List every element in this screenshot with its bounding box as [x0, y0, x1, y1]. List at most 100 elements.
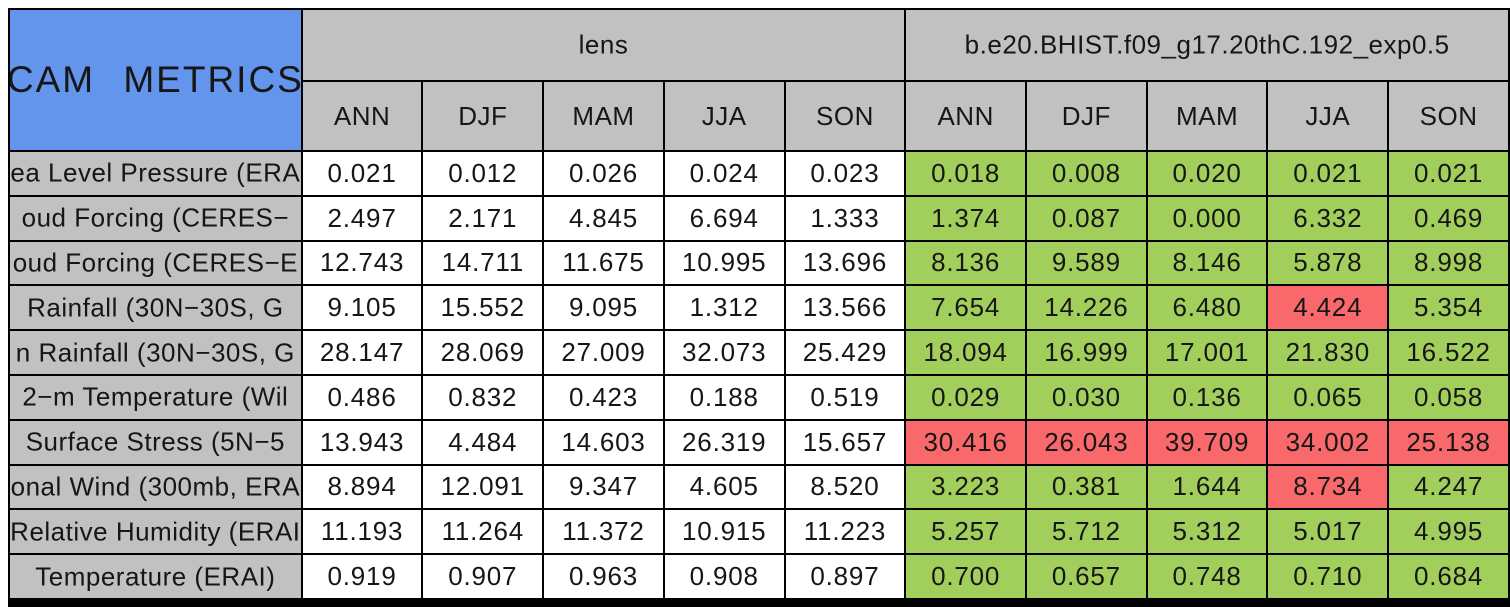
- metric-row: ea Level Pressure (ERA 0.021 0.012 0.026 0.0…: [8, 150, 1510, 197]
- experiment-value-cell: 5.312: [1145, 508, 1269, 556]
- experiment-value-cell: 25.138: [1387, 418, 1510, 466]
- lens-value-cell: 8.520: [783, 463, 907, 511]
- lens-value-cell: 28.147: [300, 329, 424, 376]
- metric-row-label-cell: 2−m Temperature (Wil: [8, 373, 303, 421]
- experiment-value-cell: 1.374: [904, 194, 1028, 242]
- metric-row: onal Wind (300mb, ERA 8.894 12.091 9.347 4.6…: [8, 463, 1510, 511]
- experiment-value-cell: 21.830: [1266, 329, 1390, 376]
- lens-value-cell: 0.832: [421, 373, 545, 421]
- lens-value-cell: 0.897: [783, 553, 907, 600]
- lens-value-cell: 13.943: [300, 418, 424, 466]
- experiment-value-cell: 39.709: [1145, 418, 1269, 466]
- experiment-value-cell: 8.136: [904, 239, 1028, 287]
- experiment-value-cell: 34.002: [1266, 418, 1390, 466]
- lens-value-cell: 27.009: [542, 329, 665, 376]
- metric-row-label: ea Level Pressure (ERA: [10, 157, 301, 188]
- metric-row-label: onal Wind (300mb, ERA: [10, 471, 301, 502]
- lens-value-cell: 0.024: [662, 150, 786, 197]
- lens-value-cell: 0.907: [421, 553, 545, 600]
- lens-value-cell: 15.657: [783, 418, 907, 466]
- lens-value-cell: 0.423: [542, 373, 665, 421]
- lens-value-cell: 2.497: [300, 194, 424, 242]
- experiment-value-cell: 0.021: [1387, 150, 1510, 197]
- season-header-exp-jja: JJA: [1266, 80, 1390, 152]
- metric-row-label: 2−m Temperature (Wil: [22, 381, 289, 412]
- lens-value-cell: 25.429: [783, 329, 907, 376]
- experiment-value-cell: 18.094: [904, 329, 1028, 376]
- season-header-lens-son: SON: [783, 80, 907, 152]
- experiment-value-cell: 6.332: [1266, 194, 1390, 242]
- lens-value-cell: 26.319: [662, 418, 786, 466]
- metric-row: oud Forcing (CERES− 2.497 2.171 4.845 6.694 1…: [8, 194, 1510, 242]
- lens-value-cell: 10.915: [662, 508, 786, 556]
- experiment-value-cell: 0.030: [1025, 373, 1148, 421]
- season-header-row: ANN DJF MAM JJA SON ANN DJF MAM JJA SON: [9, 80, 1510, 152]
- lens-value-cell: 11.223: [783, 508, 907, 556]
- lens-value-cell: 12.091: [421, 463, 545, 511]
- lens-value-cell: 0.023: [783, 150, 907, 197]
- metric-row-label: Relative Humidity (ERAI: [10, 516, 301, 547]
- lens-value-cell: 0.012: [421, 150, 545, 197]
- experiment-value-cell: 8.998: [1387, 239, 1510, 287]
- metric-row-label: Surface Stress (5N−5: [25, 426, 285, 457]
- lens-value-cell: 0.963: [542, 553, 665, 600]
- experiment-value-cell: 6.480: [1145, 284, 1269, 332]
- lens-value-cell: 32.073: [662, 329, 786, 376]
- experiment-value-cell: 30.416: [904, 418, 1028, 466]
- metric-row-label-cell: Rainfall (30N−30S, G: [8, 284, 303, 332]
- experiment-value-cell: 8.734: [1266, 463, 1390, 511]
- lens-value-cell: 0.026: [542, 150, 665, 197]
- lens-value-cell: 0.021: [300, 150, 424, 197]
- season-header-exp-ann: ANN: [904, 80, 1028, 152]
- experiment-value-cell: 16.999: [1025, 329, 1148, 376]
- lens-value-cell: 4.845: [542, 194, 665, 242]
- metric-row-label-cell: onal Wind (300mb, ERA: [8, 463, 303, 511]
- experiment-value-cell: 4.247: [1387, 463, 1510, 511]
- experiment-value-cell: 0.000: [1145, 194, 1269, 242]
- lens-value-cell: 14.603: [542, 418, 665, 466]
- metric-row-label-cell: Temperature (ERAI): [8, 553, 303, 600]
- experiment-value-cell: 0.029: [904, 373, 1028, 421]
- experiment-value-cell: 0.021: [1266, 150, 1390, 197]
- lens-value-cell: 12.743: [300, 239, 424, 287]
- lens-value-cell: 8.894: [300, 463, 424, 511]
- lens-value-cell: 1.333: [783, 194, 907, 242]
- experiment-value-cell: 4.995: [1387, 508, 1510, 556]
- group-label-lens: lens: [578, 29, 629, 60]
- experiment-value-cell: 4.424: [1266, 284, 1390, 332]
- experiment-value-cell: 0.748: [1145, 553, 1269, 600]
- corner-title-cell: CAM METRICS: [8, 8, 303, 152]
- metric-row: Surface Stress (5N−5 13.943 4.484 14.603 26.…: [8, 418, 1510, 466]
- table-body: ea Level Pressure (ERA 0.021 0.012 0.026 0.0…: [8, 150, 1510, 600]
- cam-metrics-table: CAM METRICS lens b.e20.BHIST.f09_g17.20t…: [8, 8, 1510, 600]
- metric-row: Temperature (ERAI) 0.919 0.907 0.963 0.908 0.…: [8, 553, 1510, 600]
- metric-row-label: n Rainfall (30N−30S, G: [15, 337, 295, 368]
- lens-value-cell: 0.188: [662, 373, 786, 421]
- metric-row-label-cell: oud Forcing (CERES−E: [8, 239, 303, 287]
- metric-row-label: Temperature (ERAI): [35, 561, 276, 592]
- experiment-value-cell: 1.644: [1145, 463, 1269, 511]
- metric-row-label: oud Forcing (CERES−E: [12, 247, 298, 278]
- group-header-experiment: b.e20.BHIST.f09_g17.20thC.192_exp0.5: [904, 8, 1510, 82]
- experiment-value-cell: 5.017: [1266, 508, 1390, 556]
- lens-value-cell: 2.171: [421, 194, 545, 242]
- lens-value-cell: 9.347: [542, 463, 665, 511]
- experiment-value-cell: 0.657: [1025, 553, 1148, 600]
- season-header-exp-son: SON: [1387, 80, 1510, 152]
- lens-value-cell: 28.069: [421, 329, 545, 376]
- metric-row: 2−m Temperature (Wil 0.486 0.832 0.423 0.188…: [8, 373, 1510, 421]
- lens-value-cell: 0.919: [300, 553, 424, 600]
- experiment-value-cell: 16.522: [1387, 329, 1510, 376]
- experiment-value-cell: 8.146: [1145, 239, 1269, 287]
- season-header-lens-djf: DJF: [421, 80, 545, 152]
- experiment-value-cell: 14.226: [1025, 284, 1148, 332]
- lens-value-cell: 0.519: [783, 373, 907, 421]
- season-header-exp-mam: MAM: [1145, 80, 1269, 152]
- experiment-value-cell: 0.018: [904, 150, 1028, 197]
- season-header-lens-jja: JJA: [662, 80, 786, 152]
- experiment-value-cell: 0.136: [1145, 373, 1269, 421]
- experiment-value-cell: 0.700: [904, 553, 1028, 600]
- metric-row-label: oud Forcing (CERES−: [21, 202, 290, 233]
- experiment-value-cell: 0.381: [1025, 463, 1148, 511]
